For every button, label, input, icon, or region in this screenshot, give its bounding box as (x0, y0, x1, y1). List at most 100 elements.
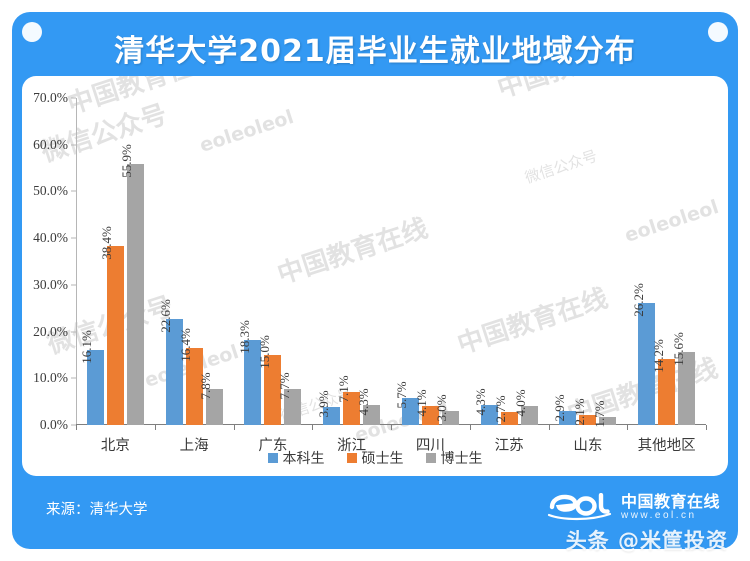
bar[interactable]: 16.1% (79, 330, 104, 425)
bar-group: 26.2% 14.2% 15.6% 其他地区 (627, 98, 706, 454)
y-axis-tick-label: 20.0% (33, 323, 68, 339)
toutiao-watermark: 头条 @米筐投资 (565, 529, 728, 553)
bar-value-label: 55.9% (119, 144, 135, 178)
x-axis-category-label: 上海 (179, 438, 209, 454)
legend-swatch-icon (267, 453, 278, 463)
bar[interactable]: 18.3% (237, 320, 262, 425)
y-axis-tick-mark (71, 237, 76, 239)
bar-value-label: 38.4% (99, 225, 115, 260)
bar-value-label: 4.3% (473, 388, 489, 416)
x-axis-tick-mark (706, 425, 707, 430)
y-axis-tick-label: 0.0% (39, 417, 68, 432)
bar[interactable]: 4.0% (513, 390, 538, 425)
page-title: 清华大学2021届毕业生就业地域分布 (114, 34, 636, 69)
plot-area: 0.0% 10.0% 20.0% 30.0% 40.0% 50.0% 60.0% 70.0% 1… (33, 90, 707, 454)
bar[interactable]: 15.0% (257, 335, 282, 425)
x-axis-category-label: 北京 (100, 438, 130, 454)
legend-label: 硕士生 (361, 452, 404, 467)
chart-panel: 中国教育在线中国教育在线微信公众号eoleoleol微信公众号中国教育在线eol… (22, 76, 728, 476)
bar[interactable]: 55.9% (119, 144, 144, 425)
bar[interactable]: 4.3% (473, 388, 498, 425)
y-axis-tick-label: 30.0% (33, 276, 68, 292)
x-axis-tick-mark (548, 425, 550, 430)
bar-value-label: 26.2% (630, 282, 646, 317)
x-axis-tick-mark (312, 425, 314, 430)
x-axis-category-label: 浙江 (337, 438, 367, 454)
bar-value-label: 16.1% (79, 330, 95, 364)
legend-swatch-icon (346, 453, 357, 463)
bar[interactable]: 2.9% (552, 395, 577, 425)
bar-value-label: 4.0% (513, 389, 529, 417)
bar[interactable]: 4.1% (414, 389, 439, 425)
bar[interactable]: 7.1% (336, 375, 361, 425)
bar-value-label: 4.3% (355, 388, 371, 416)
y-axis-line (76, 98, 77, 425)
bar[interactable]: 4.3% (356, 388, 381, 425)
bar[interactable]: 1.7% (592, 401, 617, 428)
bar[interactable]: 16.4% (178, 329, 203, 425)
y-axis-tick-label: 70.0% (33, 90, 68, 105)
source-text: 来源：清华大学 (46, 502, 148, 518)
y-axis-tick-mark (71, 284, 76, 286)
chart-legend: 本科生 硕士生 博士生 (22, 448, 728, 468)
bar-value-label: 18.3% (236, 319, 252, 354)
x-axis-tick-mark (391, 425, 392, 430)
bar[interactable]: 3.9% (316, 390, 341, 425)
bar[interactable]: 26.2% (631, 283, 656, 425)
bar-group: 22.6% 16.4% 7.8% 上海 (155, 98, 234, 454)
bar-value-label: 22.6% (158, 299, 174, 334)
bar-group: 3.9% 7.1% 4.3% 浙江 (312, 98, 391, 454)
y-axis-tick-label: 50.0% (33, 183, 68, 199)
bar-value-label: 15.6% (670, 332, 686, 366)
bar-value-label: 2.1% (571, 398, 587, 426)
legend-item-本科生[interactable]: 本科生 (267, 448, 325, 468)
x-axis-tick-mark (469, 425, 471, 430)
bar-value-label: 4.1% (414, 389, 430, 417)
legend-item-博士生[interactable]: 博士生 (425, 448, 483, 468)
x-axis-tick-mark (154, 425, 156, 430)
bar[interactable]: 14.2% (651, 339, 676, 425)
bar[interactable]: 15.6% (671, 332, 696, 425)
bar[interactable]: 7.8% (198, 372, 223, 425)
bar[interactable]: 5.7% (394, 382, 419, 425)
brand-logo: 中国教育在线 www.eol.cn (546, 493, 720, 523)
eol-logo-icon (547, 493, 612, 521)
legend-label: 本科生 (282, 452, 325, 467)
bar-group: 4.3% 2.7% 4.0% 江苏 (470, 98, 549, 454)
y-axis-tick-mark (71, 331, 76, 333)
bar-group: 16.1% 38.4% 55.9% 北京 (76, 98, 155, 454)
y-axis-tick-mark (71, 377, 76, 379)
y-axis-tick-mark (71, 144, 76, 146)
y-axis-tick-label: 40.0% (33, 230, 68, 246)
bar[interactable]: 2.1% (572, 399, 597, 426)
y-axis-tick-mark (71, 97, 76, 99)
bar-value-label: 7.1% (335, 375, 351, 403)
legend-item-硕士生[interactable]: 硕士生 (346, 448, 404, 468)
brand-text-block: 中国教育在线 www.eol.cn (621, 494, 720, 521)
bar-value-label: 7.7% (276, 372, 292, 400)
bar-value-label: 1.7% (591, 400, 607, 428)
legend-label: 博士生 (440, 452, 483, 467)
x-axis-category-label: 广东 (258, 438, 288, 454)
bar[interactable]: 7.7% (277, 372, 302, 425)
x-axis-category-label: 江苏 (494, 438, 524, 454)
bar[interactable]: 3.0% (434, 394, 459, 425)
bar[interactable]: 38.4% (99, 226, 124, 425)
x-axis-tick-mark (627, 425, 629, 430)
brand-name: 中国教育在线 (620, 492, 720, 512)
bar-group: 18.3% 15.0% 7.7% 广东 (234, 98, 313, 454)
y-axis-tick-mark (71, 190, 76, 192)
bar[interactable]: 2.7% (493, 396, 518, 425)
bar[interactable]: 22.6% (158, 300, 183, 425)
x-axis-category-label: 山东 (573, 438, 603, 454)
bar-value-label: 14.2% (650, 338, 666, 373)
legend-swatch-icon (425, 453, 436, 463)
x-axis-category-label: 四川 (415, 438, 445, 454)
bar-value-label: 3.0% (434, 394, 450, 422)
bar-value-label: 7.8% (198, 372, 214, 400)
bar-value-label: 3.9% (315, 390, 331, 418)
x-axis-tick-mark (233, 425, 235, 430)
bar-group: 2.9% 2.1% 1.7% 山东 (549, 98, 628, 454)
y-axis-tick-label: 60.0% (33, 136, 68, 152)
y-axis-tick-label: 10.0% (33, 370, 68, 386)
